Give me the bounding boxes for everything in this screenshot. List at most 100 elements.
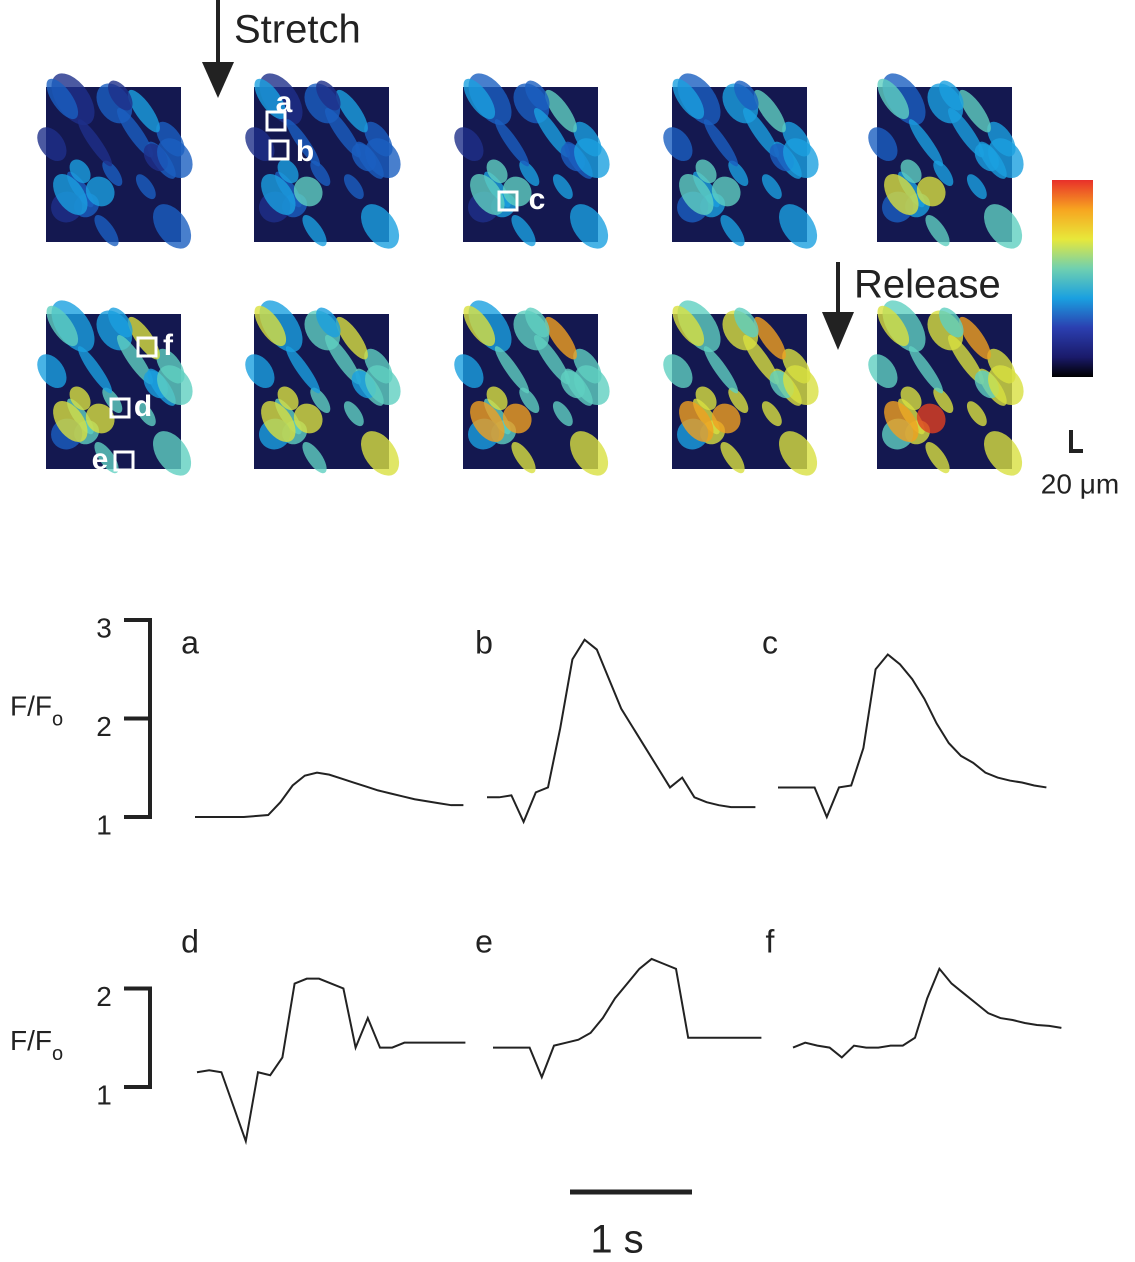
image-blob bbox=[933, 387, 954, 414]
panel-title: e bbox=[475, 923, 493, 959]
image-blob bbox=[544, 89, 577, 133]
image-blob bbox=[533, 108, 570, 158]
image-blob bbox=[310, 387, 331, 414]
image-blob bbox=[343, 174, 364, 200]
roi-box bbox=[113, 450, 135, 472]
stretch-arrowhead bbox=[202, 62, 234, 98]
image-blob bbox=[703, 346, 739, 394]
image-panel bbox=[868, 300, 1024, 476]
image-blob bbox=[365, 365, 401, 406]
image-blob bbox=[302, 214, 327, 247]
image-blob bbox=[916, 176, 946, 207]
image-blob bbox=[277, 159, 299, 184]
image-panels bbox=[37, 73, 1024, 476]
image-blob bbox=[316, 80, 341, 111]
y-tick-label: 2 bbox=[96, 981, 112, 1012]
image-blob bbox=[525, 307, 550, 338]
image-blob bbox=[53, 401, 88, 443]
image-blob bbox=[365, 138, 401, 179]
trace bbox=[487, 638, 756, 825]
image-blob bbox=[925, 214, 950, 247]
image-blob bbox=[77, 346, 113, 394]
space-scale-label: 20 μm bbox=[1041, 468, 1119, 499]
image-blob bbox=[486, 386, 508, 411]
image-blob bbox=[884, 401, 919, 443]
image-blob bbox=[966, 174, 987, 200]
image-blob bbox=[335, 89, 368, 133]
image-blob bbox=[868, 127, 898, 162]
image-blob bbox=[153, 431, 192, 476]
image-blob bbox=[116, 108, 153, 158]
image-blob bbox=[728, 387, 749, 414]
image-blob bbox=[783, 138, 819, 179]
image-blob bbox=[761, 401, 782, 427]
image-blob bbox=[695, 386, 717, 411]
image-blob bbox=[324, 335, 361, 385]
y-tick-label: 1 bbox=[96, 809, 112, 840]
roi-label: d bbox=[134, 390, 152, 423]
image-blob bbox=[37, 354, 67, 389]
image-blob bbox=[343, 401, 364, 427]
roi-label: a bbox=[276, 86, 293, 119]
roi-label: f bbox=[163, 329, 174, 362]
release-arrowhead bbox=[822, 312, 854, 350]
image-blob bbox=[916, 403, 946, 434]
image-blob bbox=[69, 386, 91, 411]
image-blob bbox=[494, 346, 530, 394]
image-panel bbox=[868, 73, 1024, 249]
panel-title: d bbox=[181, 923, 199, 959]
roi-label: e bbox=[92, 443, 109, 476]
image-blob bbox=[988, 138, 1024, 179]
roi-label: b bbox=[296, 135, 314, 168]
image-panel bbox=[454, 73, 610, 249]
image-blob bbox=[285, 119, 321, 167]
image-blob bbox=[679, 174, 714, 216]
stretch-label: Stretch bbox=[234, 8, 361, 52]
y-tick-label: 2 bbox=[96, 711, 112, 742]
image-panel bbox=[245, 73, 401, 249]
image-blob bbox=[502, 403, 532, 434]
image-blob bbox=[570, 204, 609, 249]
image-blob bbox=[116, 335, 153, 385]
image-blob bbox=[463, 78, 496, 120]
image-blob bbox=[470, 174, 505, 216]
image-blob bbox=[728, 160, 749, 187]
image-blob bbox=[672, 78, 705, 120]
panel-title: b bbox=[475, 624, 493, 660]
image-blob bbox=[486, 159, 508, 184]
image-blob bbox=[361, 204, 400, 249]
image-blob bbox=[135, 174, 156, 200]
image-blob bbox=[85, 176, 115, 207]
image-blob bbox=[988, 365, 1024, 406]
image-blob bbox=[261, 401, 296, 443]
image-blob bbox=[454, 127, 484, 162]
y-label-main: F/F bbox=[10, 1025, 52, 1056]
image-blob bbox=[454, 354, 484, 389]
image-blob bbox=[361, 431, 400, 476]
y-tick-label: 1 bbox=[96, 1079, 112, 1110]
image-blob bbox=[261, 174, 296, 216]
image-blob bbox=[463, 305, 496, 347]
image-blob bbox=[703, 119, 739, 167]
image-blob bbox=[470, 401, 505, 443]
roi-label: c bbox=[529, 183, 546, 216]
image-blob bbox=[900, 386, 922, 411]
roi-box bbox=[136, 336, 158, 358]
image-blob bbox=[679, 401, 714, 443]
image-blob bbox=[324, 108, 361, 158]
trace bbox=[196, 977, 466, 1146]
roi-box bbox=[268, 139, 290, 161]
image-panel bbox=[663, 73, 819, 249]
y-label-sub: o bbox=[52, 1043, 63, 1065]
image-blob bbox=[37, 127, 67, 162]
roi-box bbox=[265, 110, 287, 132]
image-blob bbox=[720, 441, 745, 474]
image-blob bbox=[868, 354, 898, 389]
image-panel bbox=[37, 73, 193, 249]
panel-title: c bbox=[762, 624, 778, 660]
image-blob bbox=[127, 89, 160, 133]
panel-title: a bbox=[181, 624, 199, 660]
image-blob bbox=[884, 174, 919, 216]
image-blob bbox=[302, 441, 327, 474]
y-axis-label: F/Fo bbox=[10, 1025, 63, 1065]
